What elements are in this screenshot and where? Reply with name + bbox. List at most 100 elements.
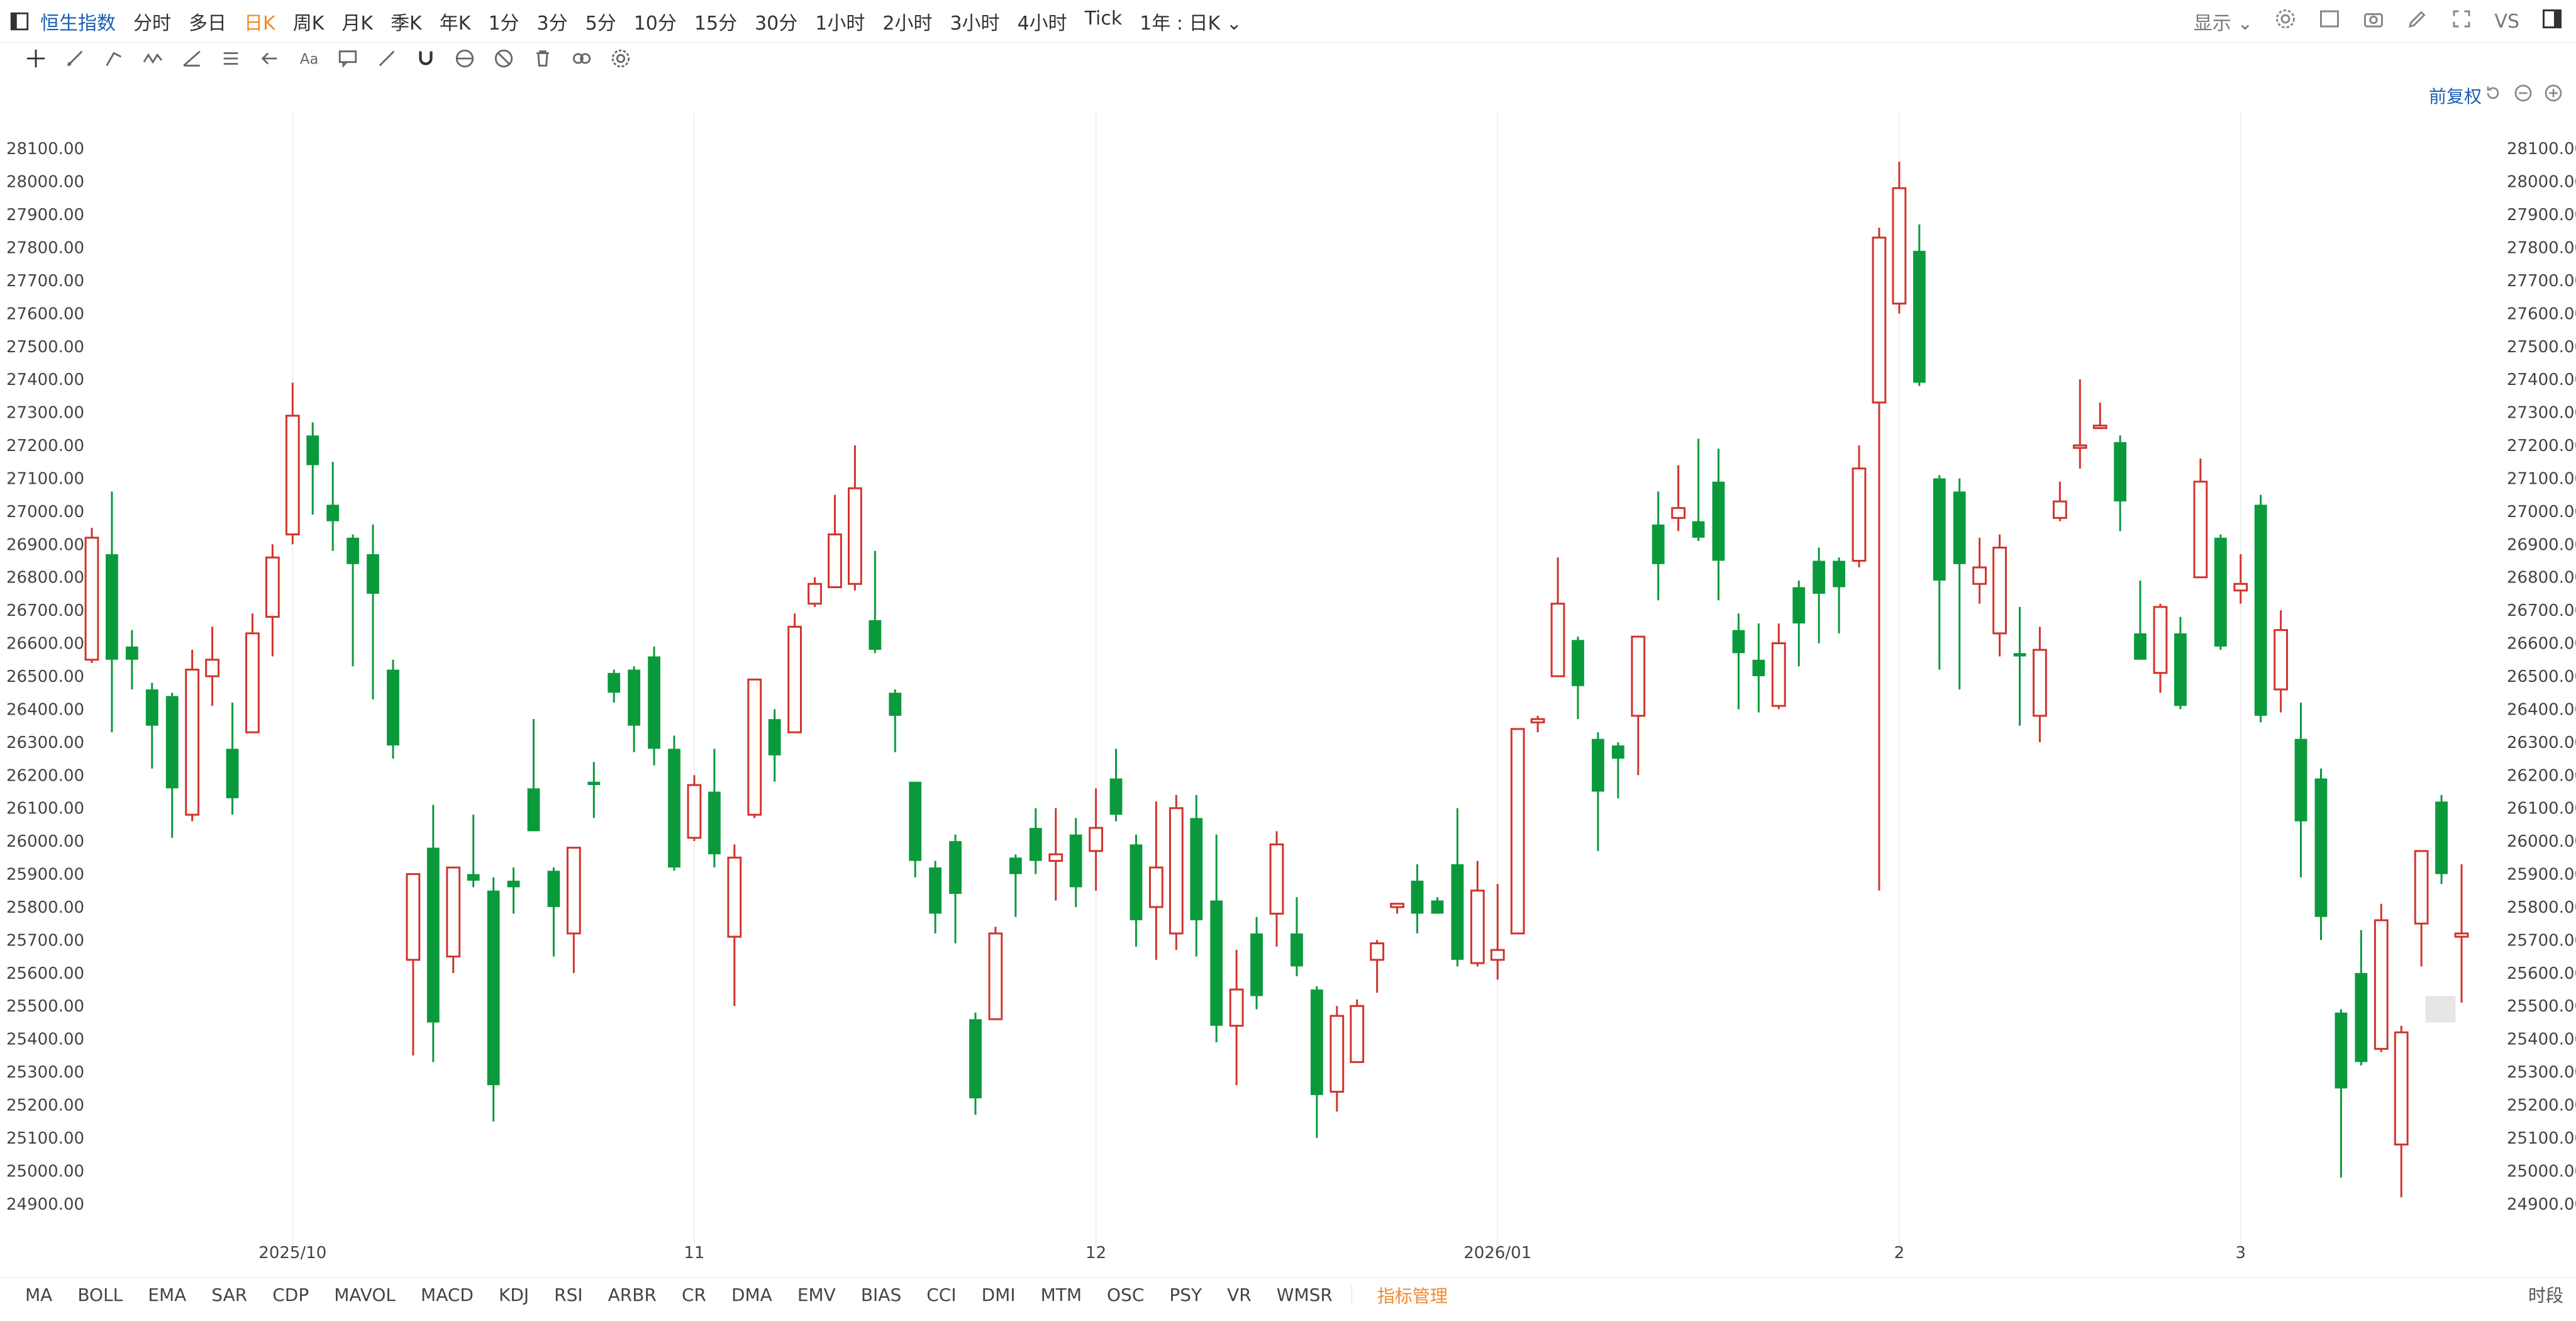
candle-body-down bbox=[587, 781, 601, 785]
period-tab[interactable]: 月K bbox=[341, 12, 374, 35]
session-label[interactable]: 时段 bbox=[2528, 1285, 2563, 1306]
y-tick-label-left: 27000.00 bbox=[6, 503, 84, 521]
period-tab[interactable]: 2小时 bbox=[882, 12, 933, 35]
indicator-tab[interactable]: BIAS bbox=[860, 1285, 902, 1305]
period-tab[interactable]: 10分 bbox=[633, 12, 677, 35]
indicator-tab[interactable]: BOLL bbox=[77, 1285, 123, 1305]
candle-body-up bbox=[727, 856, 742, 938]
period-tab[interactable]: 季K bbox=[391, 12, 422, 35]
range-select[interactable]: 1年 : 日K ⌄ bbox=[1140, 12, 1242, 35]
candle-body-up bbox=[1269, 843, 1284, 915]
indicator-tab[interactable]: MA bbox=[25, 1285, 53, 1305]
adjust-mode-label[interactable]: 前复权 bbox=[2428, 86, 2482, 107]
indicator-tab[interactable]: MTM bbox=[1040, 1285, 1082, 1305]
layout-icon[interactable] bbox=[2318, 8, 2341, 35]
sidebar-toggle-icon[interactable] bbox=[2541, 8, 2563, 35]
indicator-tab[interactable]: MAVOL bbox=[334, 1285, 396, 1305]
indicator-tab[interactable]: CDP bbox=[272, 1285, 309, 1305]
draw-pen-icon[interactable] bbox=[2406, 8, 2429, 35]
period-tab[interactable]: 4小时 bbox=[1017, 12, 1067, 35]
candle-body-up bbox=[1089, 827, 1104, 852]
indicator-manager-button[interactable]: 指标管理 bbox=[1377, 1285, 1448, 1307]
indicator-tab[interactable]: OSC bbox=[1107, 1285, 1145, 1305]
pattern-icon[interactable] bbox=[220, 48, 242, 69]
period-tab[interactable]: 分时 bbox=[133, 12, 171, 35]
candle-body-down bbox=[869, 620, 882, 650]
candle-body-up bbox=[2414, 850, 2429, 925]
period-tab[interactable]: 1小时 bbox=[815, 12, 865, 35]
indicator-tab[interactable]: KDJ bbox=[498, 1285, 530, 1305]
period-tab[interactable]: 5分 bbox=[585, 12, 616, 35]
y-tick-label-right: 27200.00 bbox=[2507, 437, 2576, 455]
indicator-tab[interactable]: PSY bbox=[1169, 1285, 1202, 1305]
link-icon[interactable] bbox=[571, 48, 592, 69]
lock-icon[interactable] bbox=[454, 48, 475, 69]
fullscreen-icon[interactable] bbox=[2450, 8, 2473, 35]
indicator-tab[interactable]: SAR bbox=[211, 1285, 248, 1305]
candle-body-down bbox=[949, 841, 962, 894]
settings-icon[interactable] bbox=[2274, 8, 2297, 35]
indicator-tab[interactable]: VR bbox=[1227, 1285, 1252, 1305]
candlestick-chart[interactable]: 28100.00 28100.00 28000.00 28000.00 27900.00… bbox=[0, 113, 2576, 1274]
candle-body-up bbox=[1510, 728, 1525, 935]
camera-icon[interactable] bbox=[2362, 8, 2385, 35]
period-tab[interactable]: Tick bbox=[1084, 7, 1123, 30]
period-tab[interactable]: 年K bbox=[439, 12, 471, 35]
candle-body-down bbox=[2254, 504, 2267, 716]
candle-body-up bbox=[687, 784, 702, 839]
instrument-title[interactable]: 恒生指数 bbox=[40, 12, 116, 35]
indicator-tab[interactable]: EMA bbox=[148, 1285, 187, 1305]
settings-icon[interactable] bbox=[610, 48, 631, 69]
y-tick-label-left: 27200.00 bbox=[6, 437, 84, 455]
y-tick-label-left: 26800.00 bbox=[6, 569, 84, 588]
reset-icon[interactable] bbox=[2483, 83, 2503, 106]
candle-body-up bbox=[185, 669, 200, 816]
period-tab[interactable]: 15分 bbox=[694, 12, 738, 35]
display-dropdown[interactable]: 显示 ⌄ bbox=[2193, 13, 2253, 35]
trash-icon[interactable] bbox=[532, 48, 553, 69]
pen-icon[interactable] bbox=[64, 48, 86, 69]
indicator-tab[interactable]: RSI bbox=[554, 1285, 583, 1305]
indicator-tab[interactable]: WMSR bbox=[1276, 1285, 1333, 1305]
y-tick-label-left: 26300.00 bbox=[6, 733, 84, 752]
candle-body-up bbox=[1892, 187, 1907, 305]
indicator-tab[interactable]: DMI bbox=[981, 1285, 1016, 1305]
indicator-tab[interactable]: ARBR bbox=[608, 1285, 657, 1305]
zoom-out-icon[interactable] bbox=[2513, 83, 2533, 106]
period-tab[interactable]: 3分 bbox=[536, 12, 568, 35]
period-tab[interactable]: 30分 bbox=[755, 12, 798, 35]
wave-icon[interactable] bbox=[142, 48, 164, 69]
magnet-icon[interactable] bbox=[415, 48, 436, 69]
zoom-in-icon[interactable] bbox=[2543, 83, 2563, 106]
candle-body-up bbox=[1169, 807, 1184, 935]
candle-body-up bbox=[1852, 467, 1867, 562]
period-tab[interactable]: 日K bbox=[244, 12, 275, 35]
text-icon[interactable]: Aa bbox=[298, 48, 319, 69]
comment-icon[interactable] bbox=[337, 48, 358, 69]
fib-icon[interactable] bbox=[181, 48, 203, 69]
crosshair-icon[interactable] bbox=[25, 48, 47, 69]
top-right-tools: 显示 ⌄ VS bbox=[2194, 0, 2563, 43]
indicator-tab[interactable]: DMA bbox=[731, 1285, 772, 1305]
arrow-icon[interactable] bbox=[259, 48, 280, 69]
indicator-tab[interactable]: CCI bbox=[926, 1285, 957, 1305]
period-tab[interactable]: 多日 bbox=[189, 12, 226, 35]
period-tab[interactable]: 周K bbox=[292, 12, 325, 35]
candle-body-up bbox=[2394, 1031, 2409, 1145]
indicator-tab[interactable]: MACD bbox=[421, 1285, 474, 1305]
ruler-icon[interactable] bbox=[376, 48, 397, 69]
x-tick-label: 3 bbox=[2235, 1244, 2246, 1262]
candle-body-down bbox=[2174, 633, 2187, 706]
period-tab[interactable]: 3小时 bbox=[950, 12, 1000, 35]
period-tab[interactable]: 1分 bbox=[488, 12, 519, 35]
hide-icon[interactable] bbox=[493, 48, 514, 69]
indicator-tab[interactable]: EMV bbox=[797, 1285, 836, 1305]
candle-body-up bbox=[2193, 481, 2208, 579]
candle-body-down bbox=[306, 435, 319, 465]
vs-compare-button[interactable]: VS bbox=[2494, 10, 2519, 33]
line-icon[interactable] bbox=[103, 48, 125, 69]
panel-toggle-icon[interactable] bbox=[9, 11, 30, 32]
y-tick-label-left: 25200.00 bbox=[6, 1096, 84, 1115]
y-tick-label-left: 25300.00 bbox=[6, 1063, 84, 1082]
indicator-tab[interactable]: CR bbox=[681, 1285, 706, 1305]
